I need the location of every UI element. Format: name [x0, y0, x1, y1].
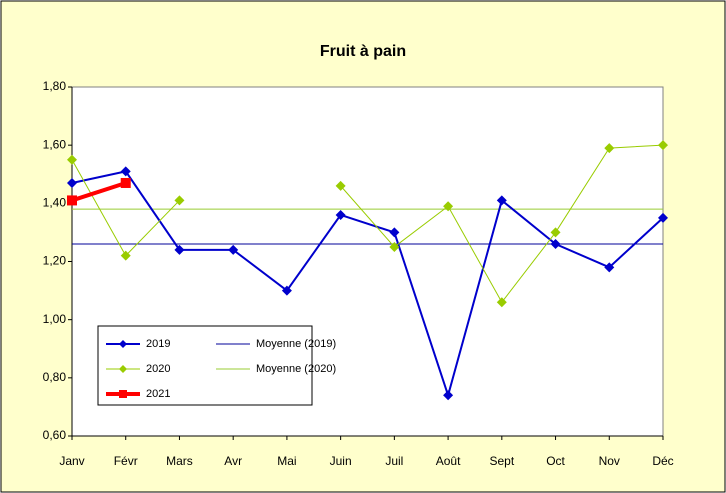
legend-label: Moyenne (2020)	[256, 363, 336, 375]
marker	[228, 244, 239, 255]
marker	[120, 177, 131, 188]
y-tick-label: 1,20	[43, 254, 67, 268]
y-tick-label: 1,60	[43, 137, 67, 151]
y-tick-label: 0,60	[43, 428, 67, 442]
marker	[604, 262, 615, 273]
x-tick-label: Févr	[114, 454, 138, 468]
marker	[443, 201, 454, 212]
marker	[67, 195, 77, 206]
x-tick-label: Juil	[385, 454, 403, 468]
marker	[281, 285, 292, 296]
marker	[550, 227, 561, 238]
marker	[174, 244, 185, 255]
x-tick-label: Mars	[166, 454, 193, 468]
marker	[443, 390, 454, 401]
legend-label: Moyenne (2019)	[256, 338, 336, 350]
x-tick-label: Nov	[599, 454, 620, 468]
x-tick-label: Déc	[652, 454, 673, 468]
marker	[174, 195, 185, 206]
legend-label: 2021	[146, 388, 170, 400]
legend-label: 2019	[146, 338, 170, 350]
x-tick-label: Juin	[330, 454, 352, 468]
y-tick-label: 0,80	[43, 370, 67, 384]
legend-marker	[119, 390, 127, 398]
x-tick-label: Mai	[277, 454, 296, 468]
marker	[335, 209, 346, 220]
x-tick-label: Août	[436, 454, 461, 468]
legend: 2019 Moyenne (2019) 2020 Moyenne (2020) 2021	[97, 325, 336, 406]
legend-marker	[119, 365, 127, 373]
marker	[496, 195, 507, 206]
marker	[67, 177, 77, 188]
marker	[550, 239, 561, 250]
series-line	[71, 170, 664, 399]
y-tick-label: 1,40	[43, 196, 67, 210]
x-tick-label: Avr	[224, 454, 242, 468]
marker	[604, 143, 615, 154]
y-tick-label: 1,80	[43, 79, 67, 93]
series-line	[71, 181, 127, 203]
marker	[496, 297, 507, 308]
x-tick-label: Janv	[59, 454, 84, 468]
x-tick-label: Oct	[546, 454, 565, 468]
marker	[389, 241, 400, 252]
legend-label: 2020	[146, 363, 170, 375]
marker	[67, 154, 77, 165]
marker	[658, 212, 668, 223]
marker	[658, 140, 668, 151]
marker	[120, 166, 131, 177]
legend-box	[97, 325, 313, 406]
y-tick-label: 1,00	[43, 312, 67, 326]
chart-title: Fruit à pain	[320, 43, 406, 60]
legend-marker	[119, 340, 127, 348]
marker	[335, 180, 346, 191]
x-tick-label: Sept	[489, 454, 514, 468]
marker	[120, 250, 131, 261]
marker	[389, 227, 400, 238]
